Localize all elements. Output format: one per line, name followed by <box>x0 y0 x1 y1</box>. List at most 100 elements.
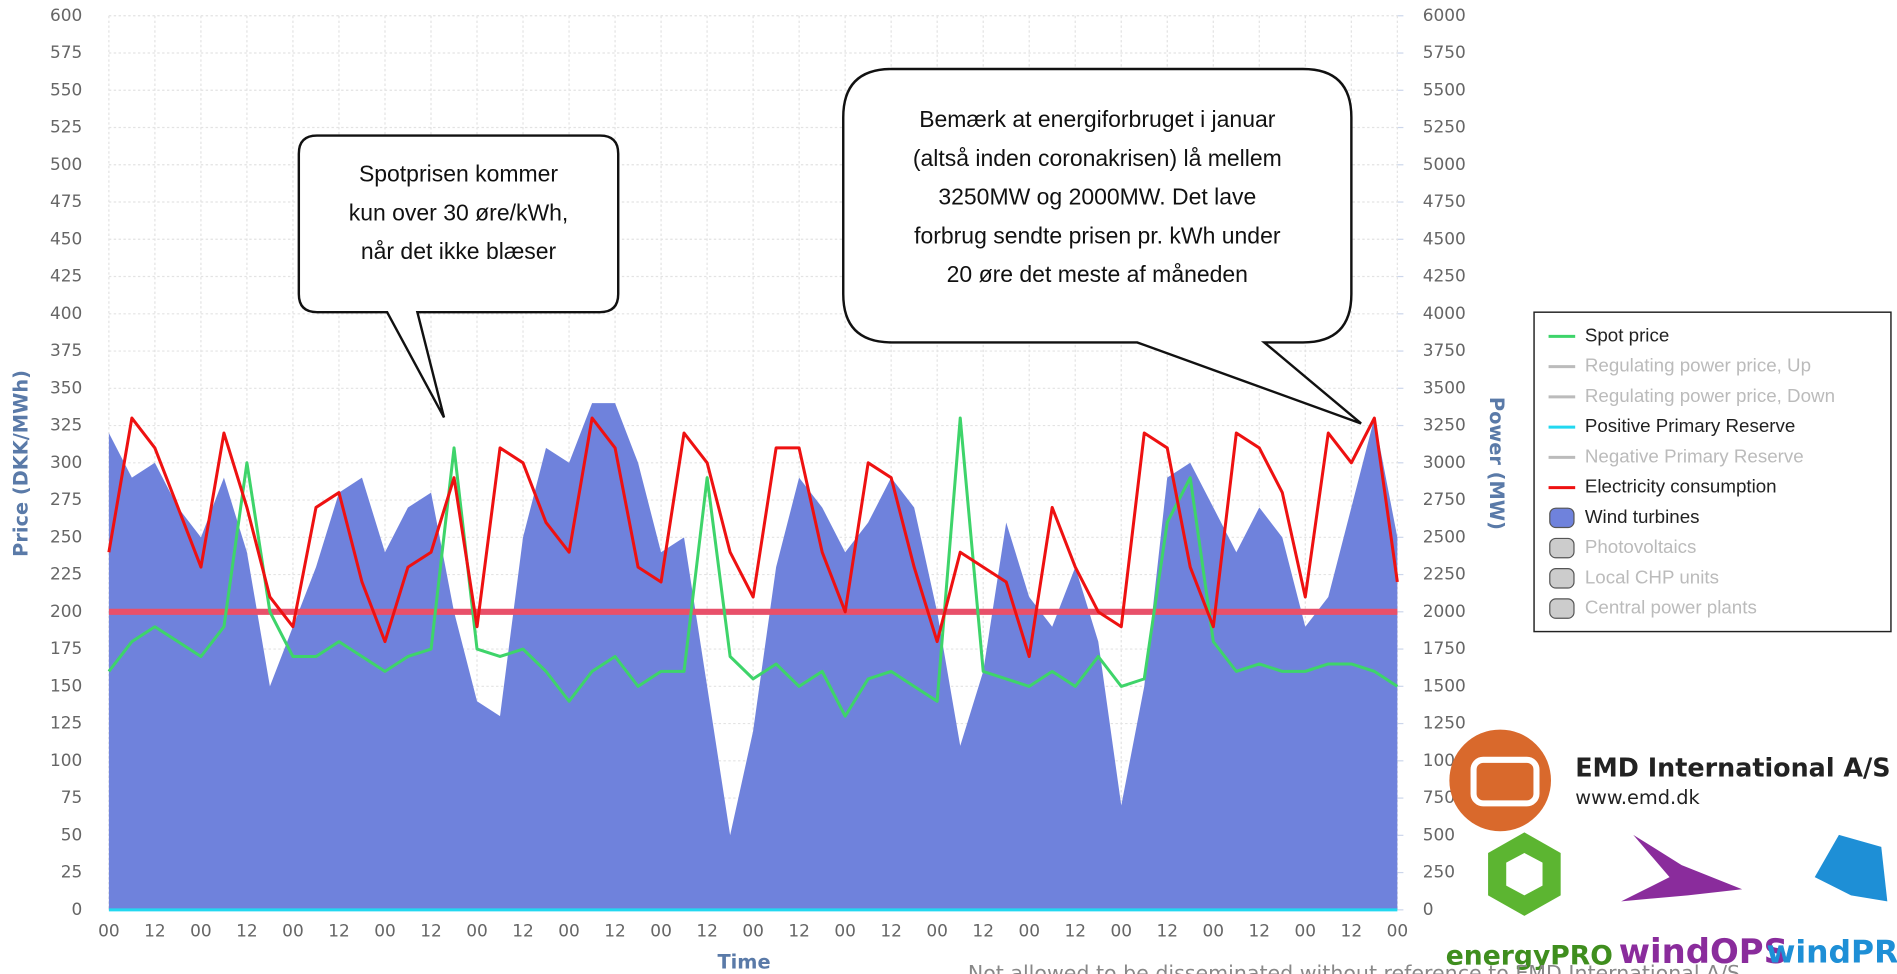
y-tick-label: 175 <box>50 638 82 658</box>
x-tick-label: 12 <box>1064 921 1086 941</box>
y2-tick-label: 3000 <box>1423 452 1466 472</box>
legend-swatch <box>1549 568 1575 589</box>
y-tick-label: 600 <box>50 5 82 25</box>
y2-tick-label: 2250 <box>1423 564 1466 584</box>
y-tick-label: 200 <box>50 601 82 621</box>
legend-label: Wind turbines <box>1585 506 1700 527</box>
legend-label: Negative Primary Reserve <box>1585 445 1804 466</box>
x-tick-label: 00 <box>926 921 948 941</box>
wind-area <box>108 403 1398 910</box>
company: EMD International A/S <box>1575 752 1890 782</box>
callout-line: når det ikke blæser <box>361 238 557 264</box>
callout-line: forbrug sendte prisen pr. kWh under <box>914 222 1281 248</box>
y2-tick-label: 2500 <box>1423 526 1466 546</box>
x-tick-label: 00 <box>98 921 120 941</box>
url: www.emd.dk <box>1575 786 1700 809</box>
plot-area: 0 25 50 75 100 125 150 175 200 225 250 275 300 325 350… <box>50 5 1466 941</box>
callout-line: kun over 30 øre/kWh, <box>349 199 569 225</box>
callout-line: 3250MW og 2000MW. Det lave <box>938 184 1256 210</box>
y-tick-label: 575 <box>50 42 82 62</box>
y2-tick-label: 6000 <box>1423 5 1466 25</box>
product-name: windPRO <box>1766 934 1897 970</box>
y2-tick-label: 5000 <box>1423 154 1466 174</box>
y2-tick-label: 4750 <box>1423 191 1466 211</box>
y2-tick-label: 4500 <box>1423 228 1466 248</box>
legend-label: Local CHP units <box>1585 566 1719 587</box>
y-tick-label: 425 <box>50 266 82 286</box>
x-tick-label: 12 <box>420 921 442 941</box>
legend-label: Photovoltaics <box>1585 536 1697 557</box>
x-tick-label: 12 <box>144 921 166 941</box>
callout-line: 20 øre det meste af måneden <box>947 261 1248 287</box>
x-tick-label: 00 <box>558 921 580 941</box>
callout-text: Bemærk at energiforbruget i januar (altså… <box>913 106 1282 287</box>
y2-tick-label: 0 <box>1423 899 1434 919</box>
x-tick-label: 12 <box>236 921 258 941</box>
x-tick-label: 12 <box>972 921 994 941</box>
y2-tick-label: 5250 <box>1423 117 1466 137</box>
callout-line: Bemærk at energiforbruget i januar <box>919 106 1276 132</box>
legend-swatch <box>1549 507 1575 529</box>
y2-tick-label: 4000 <box>1423 303 1466 323</box>
legend-label: Central power plants <box>1585 597 1757 618</box>
y2-tick-label: 2750 <box>1423 489 1466 509</box>
y-tick-label: 550 <box>50 79 82 99</box>
x-tick-label: 00 <box>834 921 856 941</box>
legend-box <box>1533 311 1892 633</box>
x-tick-label: 00 <box>1018 921 1040 941</box>
y-tick-label: 525 <box>50 117 82 137</box>
y2-tick-label: 750 <box>1423 787 1455 807</box>
y2-tick-label: 250 <box>1423 862 1455 882</box>
callout-text: Spotprisen kommer kun over 30 øre/kWh, når… <box>349 161 569 264</box>
y-tick-label: 250 <box>50 526 82 546</box>
series-line <box>107 416 1399 718</box>
legend-swatch <box>1549 537 1575 559</box>
callout-line: Spotprisen kommer <box>359 161 558 187</box>
x-tick-label: 12 <box>880 921 902 941</box>
x-tick-label: 00 <box>466 921 488 941</box>
x-tick-label: 00 <box>374 921 396 941</box>
y2-tick-label: 2000 <box>1423 601 1466 621</box>
y-tick-label: 350 <box>50 377 82 397</box>
logo-windpro <box>1814 834 1888 902</box>
y2-tick-label: 1500 <box>1423 675 1466 695</box>
x-tick-label: 00 <box>650 921 672 941</box>
legend-label: Regulating power price, Up <box>1585 355 1811 376</box>
series-line <box>107 416 1399 659</box>
callout <box>297 134 620 419</box>
legend-label: Electricity consumption <box>1585 476 1777 497</box>
callout <box>842 67 1362 425</box>
y-tick-label: 325 <box>50 415 82 435</box>
y-tick-label: 100 <box>50 750 82 770</box>
y-tick-label: 500 <box>50 154 82 174</box>
logo-windops <box>1621 834 1743 902</box>
legend-label: Positive Primary Reserve <box>1585 415 1795 436</box>
x-tick-label: 00 <box>1203 921 1225 941</box>
legend-label: Regulating power price, Down <box>1585 385 1835 406</box>
x-tick-label: 12 <box>512 921 534 941</box>
y2-tick-label: 5500 <box>1423 79 1466 99</box>
y-tick-label: 50 <box>61 824 83 844</box>
y2-tick-label: 5750 <box>1423 42 1466 62</box>
y-tick-label: 150 <box>50 675 82 695</box>
product-name: windOPS <box>1619 932 1788 971</box>
x-tick-label: 00 <box>742 921 764 941</box>
legend-swatch <box>1549 598 1575 619</box>
y2-tick-label: 3750 <box>1423 340 1466 360</box>
y-tick-label: 400 <box>50 303 82 323</box>
y2-axis-title: Power (MW) <box>1485 397 1508 530</box>
y2-tick-label: 4250 <box>1423 266 1466 286</box>
y2-tick-label: 3500 <box>1423 377 1466 397</box>
legend-label: Spot price <box>1585 324 1669 345</box>
y-tick-label: 275 <box>50 489 82 509</box>
y-tick-label: 375 <box>50 340 82 360</box>
y2-tick-label: 3250 <box>1423 415 1466 435</box>
logo-emd-mark <box>1470 756 1540 807</box>
footer: Not allowed to be disseminated without r… <box>968 961 1740 974</box>
y-tick-label: 225 <box>50 564 82 584</box>
y-tick-label: 75 <box>61 787 83 807</box>
callout-line: (altså inden coronakrisen) lå mellem <box>913 145 1282 171</box>
x-tick-label: 12 <box>328 921 350 941</box>
y-tick-label: 475 <box>50 191 82 211</box>
